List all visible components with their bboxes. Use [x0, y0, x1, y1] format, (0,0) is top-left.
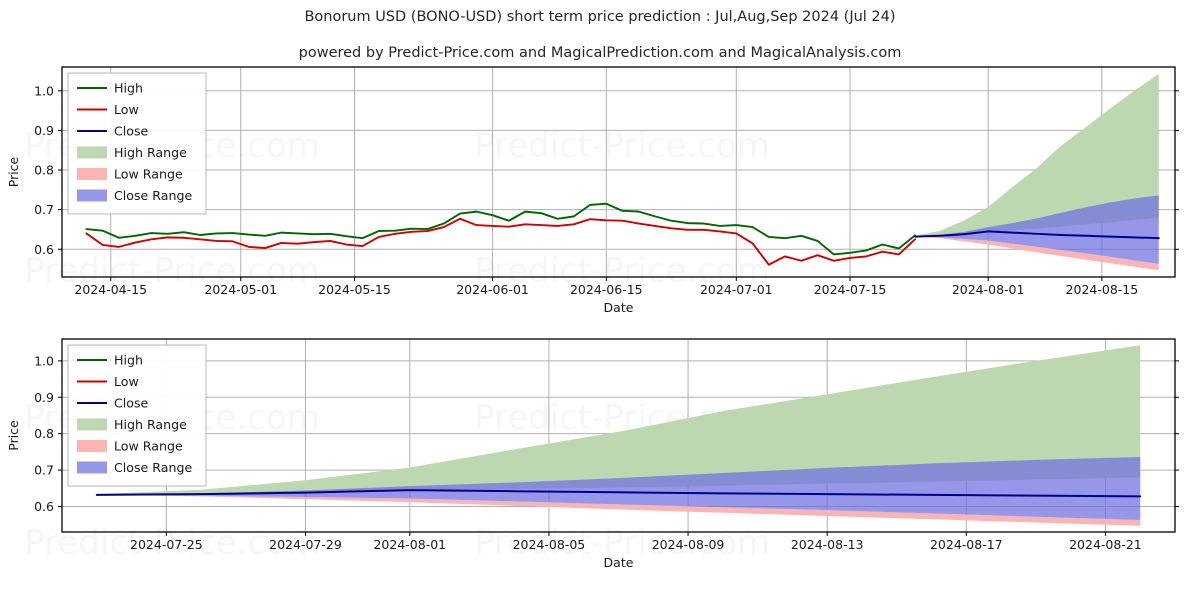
y-tick-label: 1.0	[34, 83, 54, 98]
y-tick-label: 0.6	[34, 242, 54, 257]
x-tick-label: 2024-07-01	[700, 282, 773, 297]
legend: High Low Close High Range Low Range Close Ran…	[67, 344, 207, 487]
y-tick-label: 1.0	[34, 353, 54, 368]
legend-item-label: Low	[114, 374, 139, 389]
x-tick-label: 2024-08-05	[513, 537, 586, 552]
legend-swatch-patch	[77, 461, 107, 474]
x-tick-label: 2024-08-01	[952, 282, 1025, 297]
legend-item-label: Low Range	[114, 439, 183, 454]
page-title: Bonorum USD (BONO-USD) short term price …	[304, 9, 896, 25]
legend-item-label: Low	[114, 102, 139, 117]
legend-swatch-patch	[77, 418, 107, 431]
y-tick-label: 0.8	[34, 163, 54, 178]
high-range-band	[915, 73, 1159, 237]
x-tick-label: 2024-08-01	[373, 537, 446, 552]
y-tick-label: 0.9	[34, 390, 54, 405]
legend-swatch-patch	[77, 189, 107, 202]
legend-item-label: High Range	[114, 417, 187, 432]
x-tick-label: 2024-07-15	[814, 282, 887, 297]
y-axis: 0.6 0.7 0.8 0.9 1.0	[34, 353, 1179, 514]
legend-item-label: High	[114, 81, 143, 96]
legend-swatch-patch	[77, 168, 107, 180]
x-tick-label: 2024-04-15	[74, 282, 147, 297]
legend-item-label: Close Range	[114, 460, 192, 475]
x-tick-label: 2024-08-17	[930, 537, 1003, 552]
close-range-band	[96, 456, 1141, 520]
high-line	[85, 202, 916, 256]
plot-border	[61, 338, 1176, 533]
x-axis: 2024-04-15 2024-05-01 2024-05-15 2024-06-01…	[74, 277, 1138, 297]
y-tick-label: 0.7	[34, 463, 54, 478]
legend-item-label: Close Range	[114, 188, 192, 203]
legend-item-label: Low Range	[114, 167, 183, 182]
low-line	[85, 217, 916, 266]
y-tick-label: 0.7	[34, 202, 54, 217]
legend-swatch-patch	[77, 146, 107, 159]
y-axis-label: Price	[6, 420, 21, 451]
y-tick-label: 0.6	[34, 499, 54, 514]
x-axis: 2024-07-25 2024-07-29 2024-08-01 2024-08-05…	[130, 532, 1142, 552]
plot-border	[61, 66, 1176, 278]
legend-item-label: High	[114, 353, 143, 368]
y-tick-label: 0.9	[34, 123, 54, 138]
x-tick-label: 2024-06-01	[456, 282, 529, 297]
high-range-band	[96, 345, 1141, 495]
x-tick-label: 2024-07-29	[269, 537, 342, 552]
legend-background	[67, 72, 207, 215]
legend-swatch-patch	[77, 440, 107, 452]
x-tick-label: 2024-05-01	[204, 282, 277, 297]
legend: High Low Close High Range Low Range Close Ran…	[67, 72, 207, 215]
x-tick-label: 2024-07-25	[130, 537, 203, 552]
legend-item-label: High Range	[114, 145, 187, 160]
legend-item-label: Close	[114, 396, 149, 411]
x-tick-label: 2024-08-09	[652, 537, 725, 552]
y-tick-label: 0.8	[34, 426, 54, 441]
y-axis: 0.6 0.7 0.8 0.9 1.0	[34, 83, 1179, 257]
close-range-band	[915, 195, 1159, 264]
x-tick-label: 2024-05-15	[318, 282, 391, 297]
close-line	[914, 230, 1160, 240]
x-tick-label: 2024-08-13	[791, 537, 864, 552]
legend-item-label: Close	[114, 124, 149, 139]
x-tick-label: 2024-08-21	[1069, 537, 1142, 552]
y-axis-label: Price	[6, 156, 21, 187]
x-tick-label: 2024-08-15	[1066, 282, 1139, 297]
close-line	[95, 489, 1142, 498]
svg-text:Predict-Price.com: Predict-Price.com	[474, 126, 770, 166]
x-axis-label: Date	[604, 555, 634, 570]
x-axis-label: Date	[604, 300, 634, 315]
x-tick-label: 2024-06-15	[570, 282, 643, 297]
page-subtitle: powered by Predict-Price.com and Magical…	[298, 45, 902, 61]
